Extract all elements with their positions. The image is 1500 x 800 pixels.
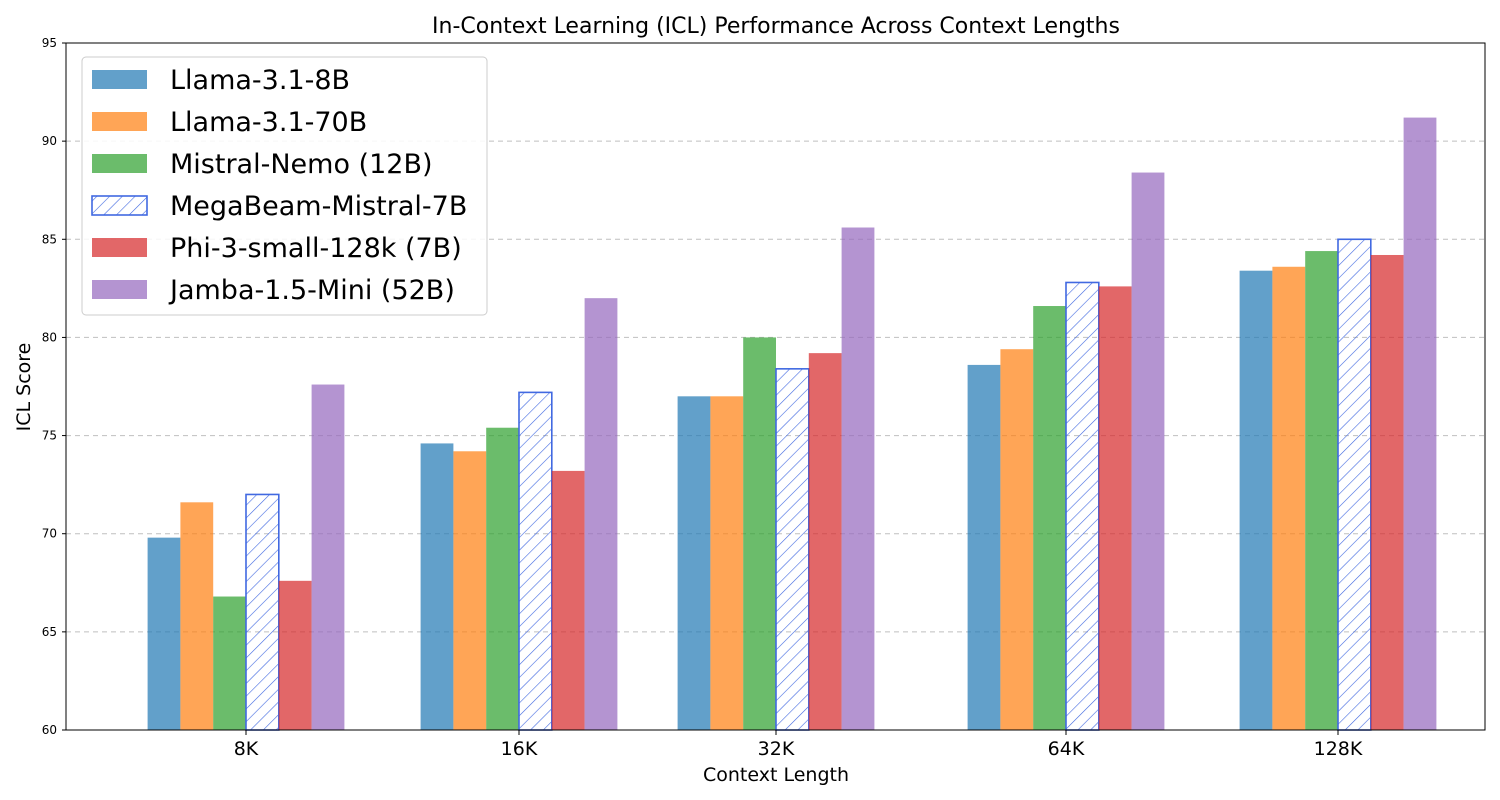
legend-label-llama-3-1-70b: Llama-3.1-70B: [170, 107, 367, 138]
y-tick-label: 70: [42, 527, 57, 541]
x-tick-label-32k: 32K: [758, 738, 795, 760]
bar-phi-3-small-128k-7b-32k: [808, 353, 842, 730]
bar-llama-3-1-8b-16k: [420, 443, 454, 730]
y-tick-label: 95: [42, 36, 57, 50]
y-tick-label: 60: [42, 723, 57, 737]
bar-llama-3-1-70b-64k: [1000, 349, 1034, 730]
bar-llama-3-1-70b-128k: [1272, 266, 1306, 730]
bar-mistral-nemo-12b-16k: [486, 427, 519, 730]
bar-mistral-nemo-12b-32k: [743, 337, 776, 730]
bars: [147, 117, 1437, 731]
legend-label-megabeam-mistral-7b: MegaBeam-Mistral-7B: [170, 191, 467, 222]
bar-phi-3-small-128k-7b-128k: [1370, 254, 1404, 730]
bar-llama-3-1-70b-16k: [453, 451, 487, 730]
bar-mistral-nemo-12b-64k: [1033, 306, 1066, 730]
bar-megabeam-mistral-7b-32k: [775, 368, 810, 731]
bar-jamba-1-5-mini-52b-128k: [1403, 117, 1437, 731]
legend-frame: [81, 56, 488, 316]
chart-title: In-Context Learning (ICL) Performance Ac…: [432, 14, 1120, 39]
legend-label-mistral-nemo-12b: Mistral-Nemo (12B): [170, 149, 433, 180]
y-tick-label: 75: [42, 429, 57, 443]
legend-label-phi-3-small-128k-7b: Phi-3-small-128k (7B): [170, 233, 462, 264]
bar-phi-3-small-128k-7b-8k: [278, 580, 312, 730]
x-axis-label: Context Length: [703, 764, 849, 786]
bar-llama-3-1-8b-128k: [1239, 270, 1273, 730]
bar-phi-3-small-128k-7b-16k: [551, 470, 585, 730]
bar-llama-3-1-70b-32k: [710, 396, 744, 730]
bar-llama-3-1-8b-32k: [677, 396, 711, 730]
bar-llama-3-1-8b-64k: [967, 364, 1001, 730]
y-tick-label: 85: [42, 232, 57, 246]
bar-phi-3-small-128k-7b-64k: [1098, 286, 1132, 730]
y-axis-ticks: 60 65 70 75 80 85 90 95: [42, 36, 66, 737]
legend-label-jamba-1-5-mini-52b: Jamba-1.5-Mini (52B): [168, 275, 455, 306]
bar-megabeam-mistral-7b-64k: [1065, 281, 1100, 731]
legend-swatch-mistral-nemo-12b: [92, 154, 147, 173]
legend-swatch-llama-3-1-8b: [92, 70, 147, 89]
bar-llama-3-1-70b-8k: [180, 502, 214, 730]
bar-mistral-nemo-12b-128k: [1305, 251, 1338, 730]
bar-mistral-nemo-12b-8k: [213, 596, 246, 730]
x-tick-label-64k: 64K: [1048, 738, 1085, 760]
legend-swatch-megabeam-mistral-7b: [91, 195, 148, 216]
y-tick-label: 65: [42, 625, 57, 639]
legend-swatch-phi-3-small-128k-7b: [92, 238, 147, 257]
y-tick-label: 80: [42, 330, 57, 344]
x-tick-label-8k: 8K: [234, 738, 259, 760]
bar-megabeam-mistral-7b-16k: [518, 391, 553, 731]
bar-jamba-1-5-mini-52b-16k: [584, 298, 618, 730]
y-tick-label: 90: [42, 134, 57, 148]
bar-llama-3-1-8b-8k: [147, 537, 181, 730]
legend-swatch-jamba-1-5-mini-52b: [92, 280, 147, 299]
y-axis-label: ICL Score: [13, 343, 35, 432]
legend-label-llama-3-1-8b: Llama-3.1-8B: [170, 65, 350, 96]
bar-jamba-1-5-mini-52b-8k: [311, 384, 345, 730]
x-tick-label-128k: 128K: [1314, 738, 1363, 760]
legend-swatch-llama-3-1-70b: [92, 112, 147, 131]
legend: Llama-3.1-8B Llama-3.1-70B Mistral-Nemo (1…: [81, 56, 488, 316]
bar-jamba-1-5-mini-52b-64k: [1131, 172, 1165, 730]
bar-megabeam-mistral-7b-128k: [1337, 238, 1372, 731]
x-axis-ticks: 8K 16K 32K 64K 128K: [234, 730, 1363, 760]
bar-megabeam-mistral-7b-8k: [245, 493, 280, 731]
bar-jamba-1-5-mini-52b-32k: [841, 227, 875, 730]
x-tick-label-16k: 16K: [501, 738, 538, 760]
